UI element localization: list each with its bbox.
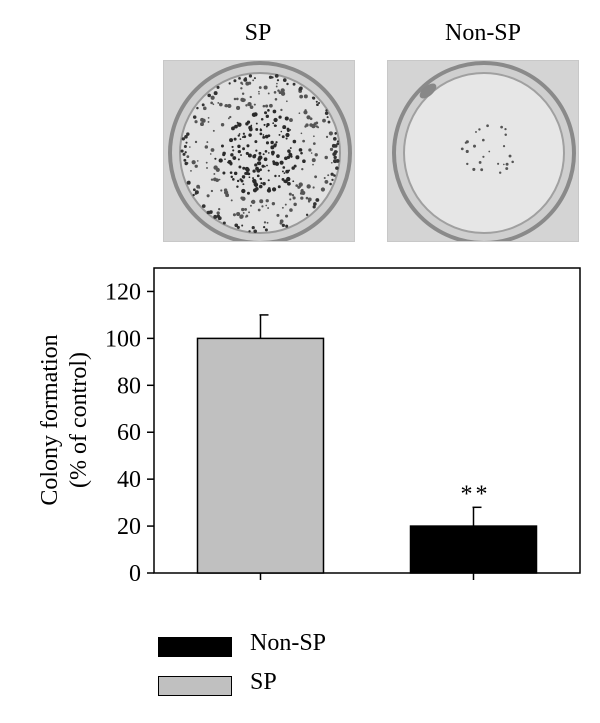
y-tick-label: 20 xyxy=(117,514,141,540)
y-tick-label: 120 xyxy=(105,279,141,305)
legend-label-non-sp: Non-SP xyxy=(250,630,327,656)
y-tick-label: 100 xyxy=(105,326,141,352)
legend-swatch-sp xyxy=(158,676,232,696)
legend-label-sp: SP xyxy=(250,669,277,695)
legend-swatch-non-sp xyxy=(158,637,232,657)
y-tick-label: 40 xyxy=(117,467,141,493)
plate-sp-drawing xyxy=(168,61,352,241)
panel-label-non-sp: Non-SP xyxy=(444,20,522,46)
y-tick-label: 0 xyxy=(129,561,141,587)
y-axis-label-line1: Colony formation xyxy=(37,334,63,505)
plate-photo-non-sp xyxy=(387,60,579,242)
y-tick-label: 80 xyxy=(117,373,141,399)
y-tick-label: 60 xyxy=(117,420,141,446)
panel-label-sp: SP xyxy=(244,20,272,46)
bar-non-sp xyxy=(409,525,538,574)
significance-marker: ** xyxy=(461,481,491,507)
plate-photo-sp xyxy=(163,60,355,242)
plot-frame xyxy=(153,267,581,574)
plate-non-sp-drawing xyxy=(392,61,576,241)
y-axis-label-line2: (% of control) xyxy=(66,352,92,488)
bar-sp xyxy=(196,337,325,574)
